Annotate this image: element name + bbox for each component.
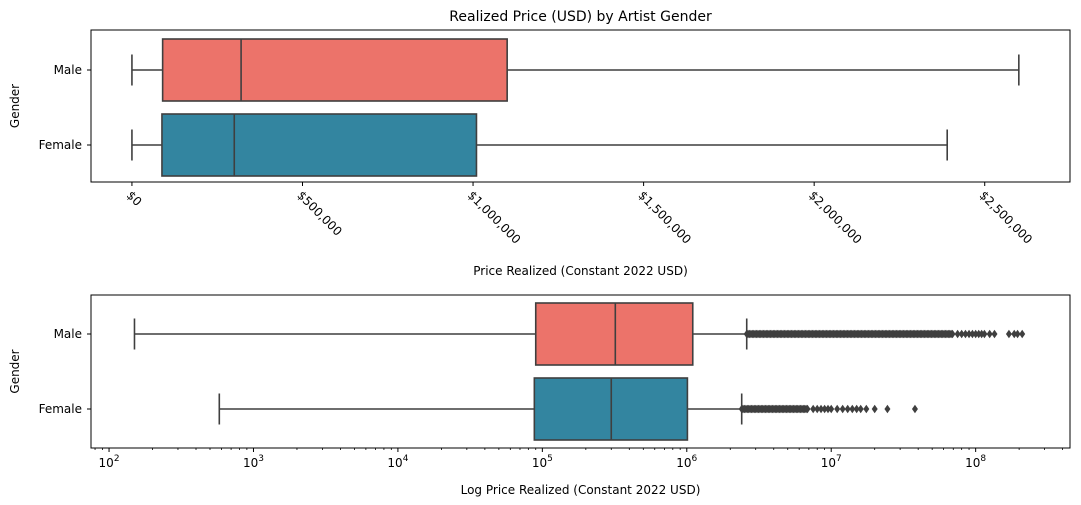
outlier-point — [810, 404, 817, 414]
iqr-box — [161, 38, 508, 102]
x-tick-label: $1,500,000 — [635, 188, 693, 246]
outlier-point — [818, 404, 825, 414]
box-female — [218, 377, 918, 441]
x-tick-label: $500,000 — [294, 188, 344, 238]
x-tick-label: 103 — [243, 454, 264, 470]
outlier-point — [1014, 329, 1021, 339]
outlier-point — [962, 329, 969, 339]
x-tick-label: $0 — [124, 188, 145, 209]
outlier-point — [954, 329, 961, 339]
outlier-point — [825, 404, 832, 414]
outlier-point — [849, 404, 856, 414]
chart-title: Realized Price (USD) by Artist Gender — [449, 9, 712, 25]
outlier-point — [949, 329, 956, 339]
y-tick-label: Male — [54, 327, 82, 341]
box-male — [133, 302, 1026, 366]
x-tick-label: 105 — [532, 454, 553, 470]
y-axis-label: Gender — [8, 84, 22, 128]
iqr-box — [161, 113, 478, 177]
outlier-point — [1011, 329, 1018, 339]
x-axis-label: Price Realized (Constant 2022 USD) — [473, 264, 688, 278]
x-tick-label: 108 — [965, 454, 986, 470]
x-tick-label: 102 — [99, 454, 120, 470]
outlier-point — [972, 329, 979, 339]
outlier-point — [981, 329, 988, 339]
box-female — [131, 113, 948, 177]
y-axis-label: Gender — [8, 349, 22, 393]
y-tick-label: Male — [54, 63, 82, 77]
outlier-point — [804, 404, 811, 414]
y-tick-label: Female — [39, 402, 82, 416]
plot-frame — [90, 29, 1071, 183]
x-tick-label: 106 — [676, 454, 697, 470]
panel-linear: Realized Price (USD) by Artist Gender Mal… — [8, 9, 1071, 278]
outlier-point — [966, 329, 973, 339]
outlier-point — [871, 404, 878, 414]
box-male — [131, 38, 1020, 102]
outliers — [743, 329, 1026, 339]
outlier-point — [911, 404, 918, 414]
outlier-point — [986, 329, 993, 339]
outlier-point — [821, 404, 828, 414]
y-tick-label: Female — [39, 138, 82, 152]
outlier-point — [853, 404, 860, 414]
outlier-point — [969, 329, 976, 339]
x-axis-label: Log Price Realized (Constant 2022 USD) — [461, 483, 701, 497]
outlier-point — [991, 329, 998, 339]
outlier-point — [1005, 329, 1012, 339]
x-tick-label: $2,500,000 — [977, 188, 1035, 246]
outlier-point — [958, 329, 965, 339]
outlier-point — [1019, 329, 1026, 339]
outlier-point — [814, 404, 821, 414]
plot-frame — [90, 294, 1071, 449]
outlier-point — [844, 404, 851, 414]
x-tick-label: $1,000,000 — [465, 188, 523, 246]
outlier-point — [839, 404, 846, 414]
x-tick-label: $2,000,000 — [806, 188, 864, 246]
outlier-point — [828, 404, 835, 414]
outlier-point — [863, 404, 870, 414]
outlier-point — [834, 404, 841, 414]
panel-log: Male Female Gender 102 103 104 105 106 107 108 Log… — [8, 294, 1071, 497]
x-tick-label: 107 — [821, 454, 842, 470]
outlier-point — [884, 404, 891, 414]
x-tick-label: 104 — [387, 454, 408, 470]
outlier-point — [857, 404, 864, 414]
iqr-box — [534, 302, 694, 366]
outliers — [738, 404, 918, 414]
